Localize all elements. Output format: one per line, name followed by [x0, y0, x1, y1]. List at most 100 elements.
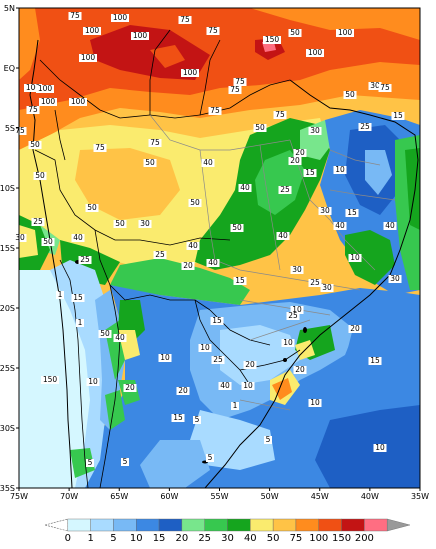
contour-label-bg [86, 459, 94, 467]
lon-label: 60W [160, 492, 178, 501]
contour-label: 50 [30, 140, 40, 149]
lat-label: 30S [0, 424, 15, 433]
contour-label-bg [290, 306, 304, 314]
contour-label-bg [39, 98, 57, 106]
contour-label: 20 [178, 386, 188, 395]
legend-value: 1 [87, 533, 93, 544]
contour-label-bg [288, 29, 302, 37]
contour-label-bg [230, 224, 244, 232]
contour-label: 100 [26, 83, 41, 92]
contour-label-bg [143, 159, 157, 167]
legend-swatch [364, 518, 388, 532]
legend-value: 25 [198, 533, 211, 544]
contour-label-bg [348, 254, 362, 262]
contour-label-bg [153, 251, 167, 259]
contour-label-bg [368, 357, 382, 365]
contour-label-bg [68, 12, 82, 20]
contour-label: 100 [308, 48, 323, 57]
contour-label: 40 [278, 231, 288, 240]
contour-label: 75 [235, 77, 245, 86]
contour-label-bg [31, 218, 45, 226]
contour-label-bg [83, 27, 101, 35]
contour-label-bg [69, 98, 87, 106]
contour-label: 40 [73, 233, 83, 242]
lon-label: 65W [110, 492, 128, 501]
contour-label: 5 [266, 435, 271, 444]
contour-label: 10 [160, 353, 170, 362]
contour-label: 25 [33, 217, 43, 226]
contour-label-bg [28, 141, 42, 149]
contour-label-bg [343, 91, 357, 99]
contour-label-bg [281, 339, 295, 347]
contour-label: 30 [310, 126, 320, 135]
lon-label: 35W [411, 492, 429, 501]
legend-value: 30 [221, 533, 234, 544]
lon-label: 55W [210, 492, 228, 501]
contour-label-bg [211, 356, 225, 364]
contour-label-bg [208, 107, 222, 115]
contour-label-bg [178, 16, 192, 24]
lon-label: 50W [261, 492, 279, 501]
contour-label-bg [86, 378, 100, 386]
latitude-axis: 5N EQ 5S 10S 15S 20S 25S 30S 35S [0, 4, 19, 493]
contour-label-bg [308, 127, 322, 135]
contour-label-bg [198, 344, 212, 352]
legend-swatch [181, 518, 205, 532]
contour-label-bg [123, 384, 137, 392]
contour-label-bg [201, 159, 215, 167]
contour-label: 10 [292, 305, 302, 314]
contour-label-bg [188, 199, 202, 207]
legend-value: 5 [110, 533, 116, 544]
lat-label: EQ [4, 64, 15, 73]
lon-label: 75W [10, 492, 28, 501]
contour-label: 50 [115, 219, 125, 228]
contour-label: 75 [95, 143, 105, 152]
contour-label-bg [113, 334, 127, 342]
contour-label: 50 [35, 171, 45, 180]
contour-label-bg [333, 166, 347, 174]
contour-label: 1 [58, 290, 63, 299]
contour-label-bg [193, 416, 201, 424]
contour-label-bg [121, 458, 129, 466]
contour-label: 100 [338, 28, 353, 37]
contour-label: 40 [240, 183, 250, 192]
legend-swatch [136, 518, 160, 532]
contour-label: 100 [41, 97, 56, 106]
contour-label: 50 [255, 123, 265, 132]
contour-label: 30 [370, 81, 380, 90]
lon-label: 70W [60, 492, 78, 501]
contour-label-bg [276, 232, 290, 240]
contour-label: 40 [188, 241, 198, 250]
contour-label: 5 [88, 458, 93, 467]
contour-label-bg [358, 123, 372, 131]
contour-label-bg [206, 27, 220, 35]
contour-label: 75 [230, 85, 240, 94]
contour-label: 20 [245, 360, 255, 369]
contour-label: 10 [310, 398, 320, 407]
contour-label: 75 [210, 106, 220, 115]
contour-label-bg [243, 361, 257, 369]
contour-label-bg [308, 399, 322, 407]
contour-label: 75 [180, 15, 190, 24]
contour-label: 1 [233, 401, 238, 410]
contour-label: 30 [15, 233, 25, 242]
contour-label-bg [138, 220, 152, 228]
contour-label: 10 [375, 443, 385, 452]
contour-label: 10 [200, 343, 210, 352]
contour-label-bg [148, 139, 162, 147]
contour-label: 25 [280, 185, 290, 194]
contour-label: 40 [385, 221, 395, 230]
contour-label: 30 [322, 283, 332, 292]
lon-label: 45W [311, 492, 329, 501]
legend-swatch [318, 518, 342, 532]
contour-label: 15 [73, 293, 83, 302]
legend-swatch [341, 518, 365, 532]
contour-label-bg [71, 234, 85, 242]
legend-swatch [158, 518, 183, 532]
legend-swatch [90, 518, 114, 532]
contour-label-bg [388, 275, 402, 283]
contour-label: 25 [310, 278, 320, 287]
contour-label: 150 [43, 375, 58, 384]
contour-label: 100 [183, 68, 198, 77]
